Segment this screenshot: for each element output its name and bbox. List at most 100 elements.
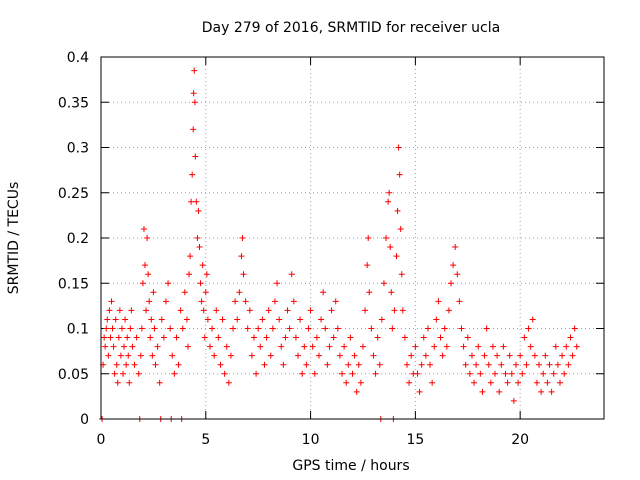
data-point [255, 325, 262, 332]
data-point [347, 334, 354, 341]
data-point [196, 244, 203, 251]
data-point [213, 307, 220, 314]
data-point [492, 370, 499, 377]
data-point [165, 280, 172, 287]
data-point [531, 352, 538, 359]
data-point [320, 289, 327, 296]
y-tick-label: 0.4 [67, 50, 89, 66]
data-point [147, 334, 154, 341]
data-point [109, 325, 116, 332]
data-point [315, 352, 322, 359]
data-point [500, 343, 507, 350]
data-point [364, 262, 371, 269]
data-point [238, 253, 245, 260]
data-point [190, 90, 197, 97]
data-point [556, 379, 563, 386]
data-point [113, 361, 120, 368]
data-point [540, 370, 547, 377]
data-point [148, 316, 155, 323]
data-point [498, 361, 505, 368]
data-point [295, 352, 302, 359]
data-point [219, 316, 226, 323]
data-point [468, 352, 475, 359]
data-point [102, 343, 109, 350]
data-point [103, 325, 110, 332]
data-point [234, 316, 241, 323]
data-point [253, 370, 260, 377]
data-point [106, 307, 113, 314]
data-point [443, 343, 450, 350]
data-point [158, 316, 165, 323]
data-point [448, 280, 455, 287]
data-point [299, 370, 306, 377]
data-point [193, 198, 200, 205]
data-point [104, 316, 111, 323]
data-point [116, 307, 123, 314]
data-point [437, 334, 444, 341]
data-point [466, 370, 473, 377]
data-point [406, 379, 413, 386]
data-point [149, 352, 156, 359]
data-point [510, 397, 517, 404]
data-point [124, 334, 131, 341]
data-point [481, 352, 488, 359]
data-point [561, 370, 568, 377]
data-point [303, 361, 310, 368]
data-point [397, 225, 404, 232]
data-point [307, 307, 314, 314]
data-point [269, 325, 276, 332]
y-tick-label: 0.25 [58, 186, 89, 202]
data-point [191, 99, 198, 106]
y-axis-title: SRMTID / TECUs [6, 182, 22, 295]
data-point [188, 198, 195, 205]
data-point [105, 352, 112, 359]
data-point [221, 370, 228, 377]
data-point [183, 316, 190, 323]
data-point [464, 334, 471, 341]
y-tick-label: 0.15 [58, 276, 89, 292]
data-point [112, 316, 119, 323]
data-point [101, 334, 108, 341]
data-point [391, 307, 398, 314]
data-point [201, 334, 208, 341]
data-point [171, 370, 178, 377]
data-point [250, 334, 257, 341]
data-point [519, 370, 526, 377]
data-point [278, 343, 285, 350]
data-point [343, 379, 350, 386]
data-point [313, 334, 320, 341]
data-point [167, 325, 174, 332]
data-point [110, 343, 117, 350]
data-point [190, 126, 197, 133]
data-point [187, 253, 194, 260]
data-point [370, 352, 377, 359]
data-point [236, 289, 243, 296]
data-point [115, 334, 122, 341]
data-point [485, 361, 492, 368]
chart-title: Day 279 of 2016, SRMTID for receiver ucl… [202, 20, 500, 36]
data-point [328, 307, 335, 314]
data-point [380, 280, 387, 287]
data-point [368, 325, 375, 332]
data-point [114, 379, 121, 386]
data-point [215, 334, 222, 341]
data-point [393, 253, 400, 260]
data-point [450, 262, 457, 269]
data-point [458, 325, 465, 332]
data-point [550, 370, 557, 377]
data-point [239, 235, 246, 241]
data-point [456, 298, 463, 305]
data-point [120, 370, 127, 377]
data-point [339, 370, 346, 377]
data-point [257, 343, 264, 350]
data-point [292, 334, 299, 341]
data-point [445, 307, 452, 314]
data-point [301, 343, 308, 350]
data-point [355, 361, 362, 368]
data-point [383, 235, 390, 241]
data-point [452, 244, 459, 251]
data-point [471, 379, 478, 386]
data-point [192, 153, 199, 160]
data-point [525, 325, 532, 332]
data-point [362, 307, 369, 314]
